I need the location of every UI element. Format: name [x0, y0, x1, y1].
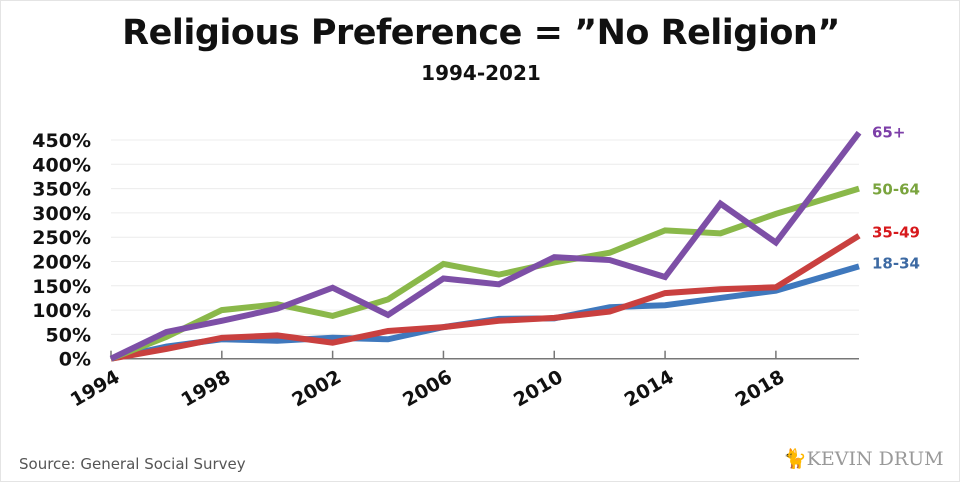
- kevin-drum-logo: 🐈KEVIN DRUM: [783, 447, 944, 470]
- y-tick-label: 200%: [32, 252, 91, 274]
- y-tick-label: 450%: [32, 130, 91, 152]
- x-tick-label: 2006: [399, 366, 456, 411]
- x-tick-label: 2018: [732, 366, 789, 411]
- y-tick-label: 350%: [32, 179, 91, 201]
- y-tick-label: 0%: [59, 349, 91, 371]
- y-tick-label: 400%: [32, 154, 91, 176]
- series-line-35-49: [110, 233, 861, 362]
- x-tick-label: 1998: [178, 366, 235, 411]
- series-label: 35-49: [872, 224, 920, 242]
- y-tick-label: 100%: [32, 300, 91, 322]
- series-line-65+: [109, 130, 862, 362]
- x-tick-label: 1994: [67, 366, 124, 411]
- logo-text: KEVIN DRUM: [806, 448, 944, 470]
- series-label: 65+: [872, 124, 905, 142]
- x-tick-label: 2002: [288, 366, 345, 411]
- source-note: Source: General Social Survey: [19, 455, 246, 473]
- y-tick-label: 250%: [32, 227, 91, 249]
- x-tick-label: 2010: [510, 366, 567, 411]
- y-tick-label: 300%: [32, 203, 91, 225]
- y-tick-label: 150%: [32, 276, 91, 298]
- series-label: 50-64: [872, 181, 920, 199]
- y-tick-label: 50%: [46, 324, 91, 346]
- series-label: 18-34: [872, 254, 920, 272]
- series-line-50-64: [109, 185, 860, 362]
- cat-icon: 🐈: [783, 448, 807, 470]
- chart-subtitle: 1994-2021: [421, 61, 541, 85]
- x-tick-label: 2014: [621, 366, 678, 411]
- chart-title: Religious Preference = ”No Religion”: [122, 13, 840, 53]
